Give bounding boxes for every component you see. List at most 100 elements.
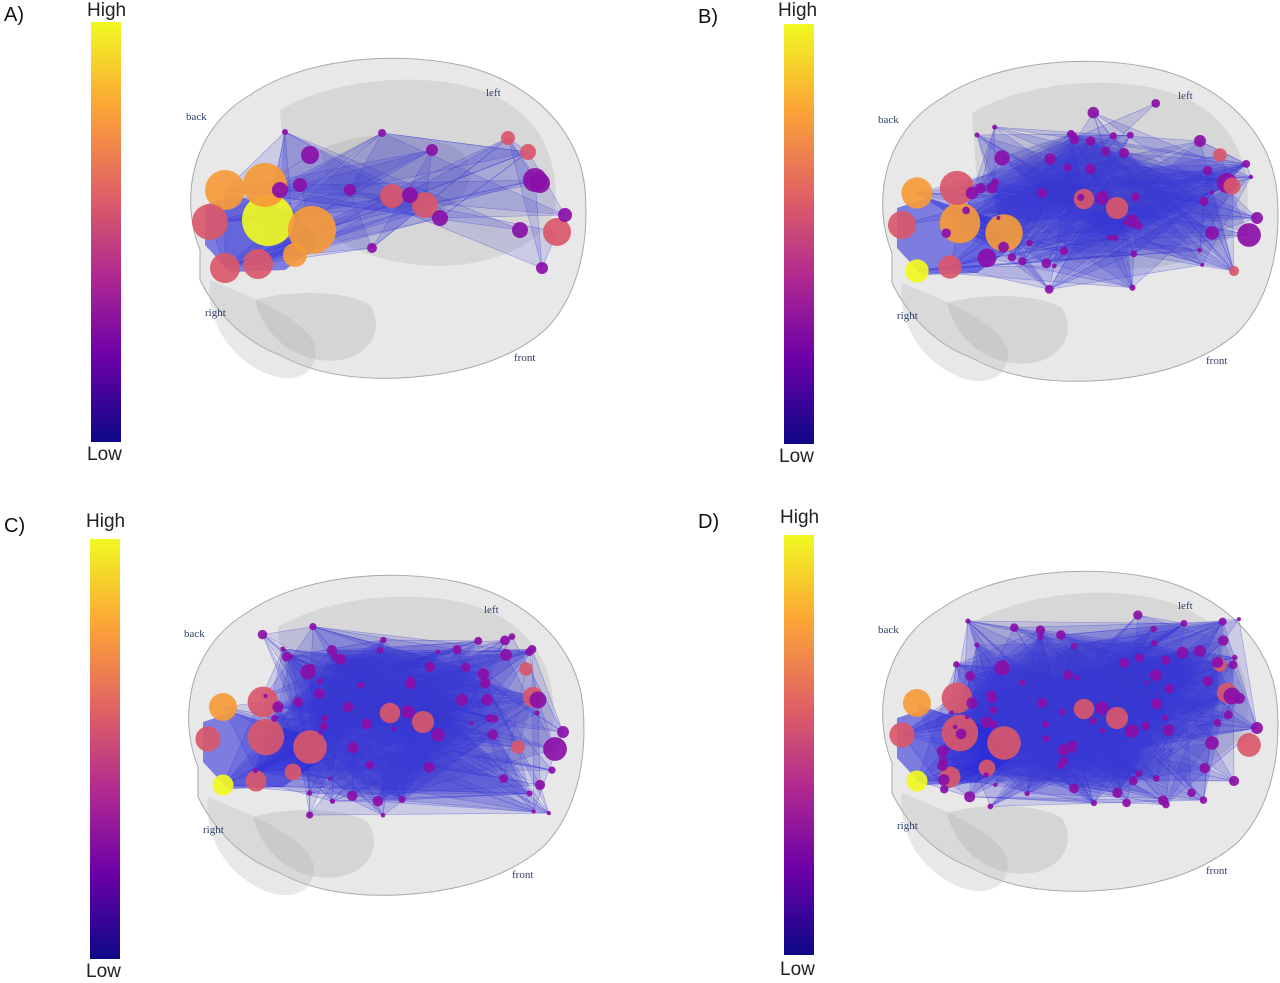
network-edge <box>379 649 395 816</box>
network-node <box>1037 633 1044 640</box>
colorbar-high-label: High <box>778 0 818 21</box>
network-edge <box>307 671 384 816</box>
network-edge <box>1093 112 1200 251</box>
brain-group <box>882 60 1279 382</box>
network-node <box>1101 146 1111 157</box>
network-edge <box>980 188 1235 272</box>
network-node <box>1209 190 1214 195</box>
network-node <box>1056 630 1066 640</box>
network-edge <box>1011 140 1092 258</box>
network-edge <box>277 639 479 708</box>
network-edge <box>1049 158 1252 289</box>
network-node <box>1128 776 1138 786</box>
network-node <box>426 144 438 156</box>
brain-network-view <box>882 570 1279 892</box>
network-node <box>314 688 325 700</box>
network-node <box>1237 223 1261 247</box>
label-right: right <box>897 820 918 832</box>
network-edge <box>262 634 311 748</box>
network-node <box>558 208 572 222</box>
network-edge <box>277 682 486 723</box>
network-edge <box>1073 692 1228 789</box>
network-node <box>412 192 438 218</box>
network-nodes <box>192 129 572 283</box>
network-node <box>1111 234 1119 242</box>
network-node <box>481 694 493 706</box>
network-node <box>372 796 384 807</box>
network-node <box>500 649 512 661</box>
network-node <box>1213 718 1222 727</box>
brain-temporal-shape <box>947 296 1068 364</box>
network-node <box>1134 221 1143 230</box>
network-edge <box>321 726 549 814</box>
network-node <box>452 644 462 655</box>
network-edge <box>292 680 473 773</box>
colorbar-high-label: High <box>87 0 127 21</box>
network-node <box>1130 192 1141 202</box>
network-edge <box>291 747 534 812</box>
network-edge <box>323 684 539 727</box>
network-edge <box>956 170 1208 200</box>
brain-network-view <box>190 57 587 379</box>
network-edge <box>329 746 354 797</box>
network-edge <box>292 734 493 816</box>
network-nodes <box>195 623 569 819</box>
network-node <box>962 206 970 215</box>
network-edge <box>967 620 1157 704</box>
network-node <box>380 184 404 208</box>
network-node <box>1024 790 1030 797</box>
network-node <box>245 770 267 792</box>
network-node <box>461 662 471 673</box>
network-node <box>380 812 386 818</box>
network-node <box>1036 697 1048 709</box>
network-node <box>1002 659 1007 665</box>
network-node <box>1199 196 1209 206</box>
network-node <box>361 718 373 730</box>
label-left: left <box>1178 90 1193 102</box>
network-node <box>1090 799 1098 807</box>
panel-a: A) High Low back left right front <box>0 0 640 491</box>
brain-inner-shape <box>972 82 1248 269</box>
network-edge <box>1001 133 1110 239</box>
network-node <box>987 726 1021 760</box>
network-node <box>205 170 245 210</box>
network-node <box>531 809 536 814</box>
brain-cortex-shape <box>882 60 1279 382</box>
network-edge <box>901 629 1235 736</box>
network-edge <box>1067 618 1258 729</box>
network-edge <box>331 649 439 668</box>
network-edge <box>312 626 484 675</box>
network-edge <box>969 675 1157 779</box>
network-node <box>321 714 328 722</box>
brain-cerebellum-shape <box>207 797 314 896</box>
network-edge <box>310 626 466 669</box>
network-edge <box>1041 154 1233 194</box>
network-edge <box>951 707 1103 739</box>
network-node <box>1223 710 1233 720</box>
network-node <box>953 661 960 668</box>
network-edge <box>955 629 1146 727</box>
network-edge <box>389 666 564 733</box>
network-node <box>331 653 339 661</box>
network-edge <box>319 666 553 771</box>
network-nodes <box>887 98 1263 294</box>
network-node <box>1151 697 1163 710</box>
network-node <box>1057 744 1070 756</box>
network-node <box>941 228 951 238</box>
network-node <box>998 241 1009 253</box>
network-node <box>293 730 327 764</box>
network-node <box>329 798 336 804</box>
network-node <box>1199 762 1211 774</box>
network-edge <box>985 717 1118 789</box>
network-edge <box>955 133 1082 198</box>
network-node <box>242 194 294 246</box>
network-edge <box>967 620 1183 658</box>
network-edge <box>224 131 521 231</box>
network-edge <box>1049 176 1252 290</box>
network-node <box>887 210 917 240</box>
network-node <box>1105 196 1129 220</box>
network-edge <box>1156 664 1221 779</box>
network-node <box>272 182 288 198</box>
network-node <box>985 214 1023 252</box>
network-nodes <box>889 610 1263 810</box>
